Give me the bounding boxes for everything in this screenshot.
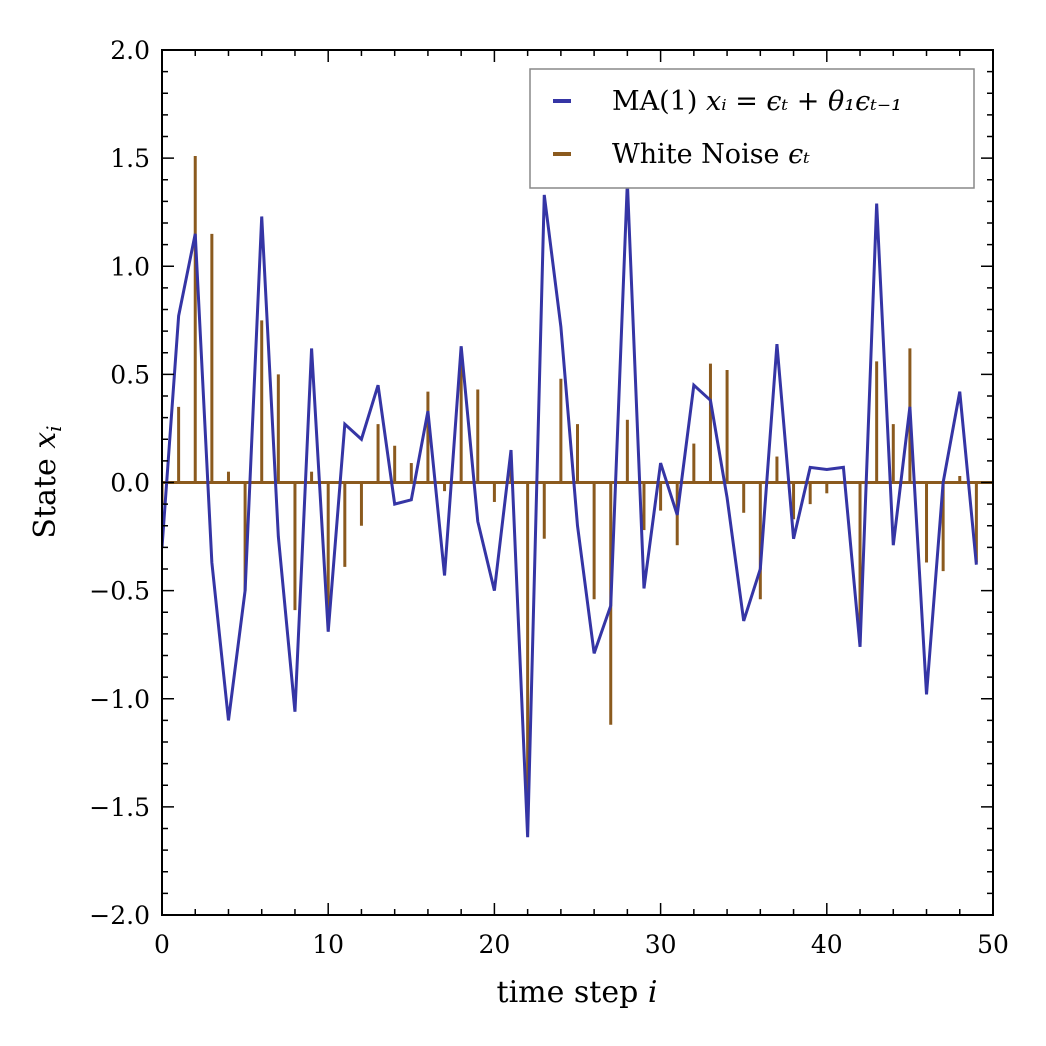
- y-tick-labels: 2.0 1.5 1.0 0.5 0.0 −0.5 −1.0 −1.5 −2.0: [89, 36, 150, 930]
- plot-area: [162, 155, 993, 838]
- legend: MA(1) xᵢ = ϵₜ + θ₁ϵₜ₋₁ White Noise ϵₜ: [529, 68, 975, 189]
- y-tick-label: −2.0: [89, 901, 150, 930]
- x-tick-label: 40: [811, 930, 843, 959]
- y-tick-label: 2.0: [110, 36, 150, 65]
- legend-box: [529, 68, 975, 189]
- y-tick-label: −1.0: [89, 685, 150, 714]
- x-tick-label: 10: [312, 930, 344, 959]
- x-axis-label: time step i: [497, 975, 658, 1010]
- y-tick-label: 1.0: [110, 252, 150, 281]
- plot-frame: [161, 49, 994, 916]
- legend-white-noise-label: White Noise ϵₜ: [612, 139, 810, 170]
- white-noise-series: [162, 155, 978, 825]
- ma1-series-line: [162, 181, 978, 838]
- y-tick-label: 0.0: [110, 469, 150, 498]
- y-tick-label: −0.5: [89, 577, 150, 606]
- y-tick-label: 1.5: [110, 144, 150, 173]
- legend-ma1-label: MA(1) xᵢ = ϵₜ + θ₁ϵₜ₋₁: [612, 86, 902, 117]
- y-tick-label: −1.5: [89, 793, 150, 822]
- x-tick-labels: 0 10 20 30 40 50: [154, 930, 1009, 959]
- x-tick-label: 50: [977, 930, 1009, 959]
- y-axis-label: State xi: [28, 425, 66, 538]
- x-tick-label: 30: [645, 930, 677, 959]
- y-tick-label: 0.5: [110, 360, 150, 389]
- x-tick-label: 0: [154, 930, 170, 959]
- x-tick-label: 20: [478, 930, 510, 959]
